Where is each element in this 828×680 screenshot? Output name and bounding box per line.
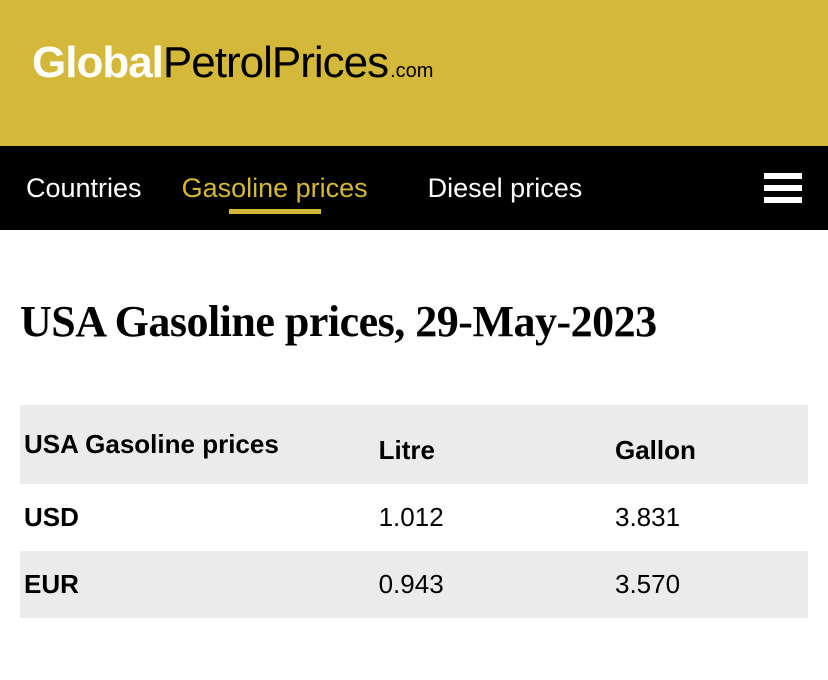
table-header-litre: Litre [375, 405, 611, 484]
gallon-cell: 3.570 [611, 551, 808, 618]
logo-part-petrol: PetrolPrices [163, 38, 388, 88]
nav-item-gasoline[interactable]: Gasoline prices [182, 149, 368, 228]
logo-part-global: Global [32, 38, 163, 88]
table-header-label: USA Gasoline prices [20, 405, 375, 484]
nav-item-countries[interactable]: Countries [26, 149, 142, 228]
nav-item-diesel[interactable]: Diesel prices [428, 149, 583, 228]
table-row: USD 1.012 3.831 [20, 484, 808, 551]
litre-cell: 0.943 [375, 551, 611, 618]
nav-bar: Countries Gasoline prices Diesel prices [0, 146, 828, 230]
table-row: EUR 0.943 3.570 [20, 551, 808, 618]
page-title: USA Gasoline prices, 29-May-2023 [20, 294, 808, 349]
table-header-row: USA Gasoline prices Litre Gallon [20, 405, 808, 484]
header: Global PetrolPrices .com [0, 0, 828, 146]
currency-cell: USD [20, 484, 375, 551]
logo[interactable]: Global PetrolPrices .com [20, 30, 445, 96]
hamburger-icon[interactable] [764, 173, 802, 203]
price-table: USA Gasoline prices Litre Gallon USD 1.0… [20, 405, 808, 618]
content: USA Gasoline prices, 29-May-2023 USA Gas… [0, 230, 828, 618]
logo-part-com: .com [390, 60, 433, 83]
gallon-cell: 3.831 [611, 484, 808, 551]
litre-cell: 1.012 [375, 484, 611, 551]
table-header-gallon: Gallon [611, 405, 808, 484]
currency-cell: EUR [20, 551, 375, 618]
